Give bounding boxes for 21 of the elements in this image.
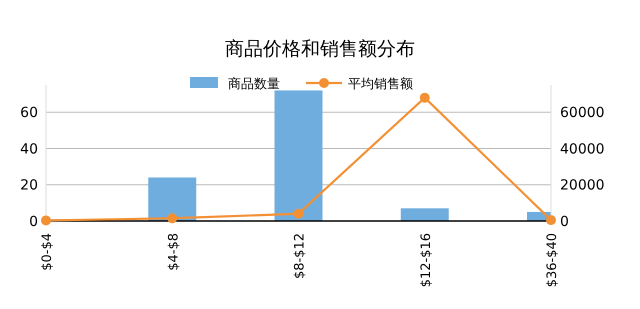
- y-tick-label: 60: [20, 105, 38, 122]
- point: [294, 208, 304, 219]
- legend-label: 平均销售额: [348, 77, 413, 92]
- y2-tick-label: 20000: [560, 178, 605, 194]
- y2-tick-label: 60000: [560, 105, 605, 122]
- point: [546, 215, 556, 226]
- y2-tick-label: 0: [560, 214, 569, 230]
- point: [41, 215, 51, 226]
- x-tick-label: $12-$16: [418, 233, 434, 288]
- point: [420, 92, 430, 103]
- y2-tick-label: 40000: [560, 141, 605, 158]
- y-tick-label: 40: [20, 141, 38, 158]
- y-tick-label: 0: [29, 214, 38, 230]
- x-tick-label: $4-$8: [166, 233, 182, 271]
- legend-label: 商品数量: [228, 77, 280, 92]
- x-tick-label: $36-$40: [545, 233, 560, 288]
- chart-title: 商品价格和销售额分布: [225, 38, 415, 60]
- x-tick-label: $8-$12: [292, 233, 308, 280]
- y-tick-label: 20: [20, 178, 38, 194]
- point: [167, 213, 178, 224]
- x-tick-label: $0-$4: [40, 233, 55, 271]
